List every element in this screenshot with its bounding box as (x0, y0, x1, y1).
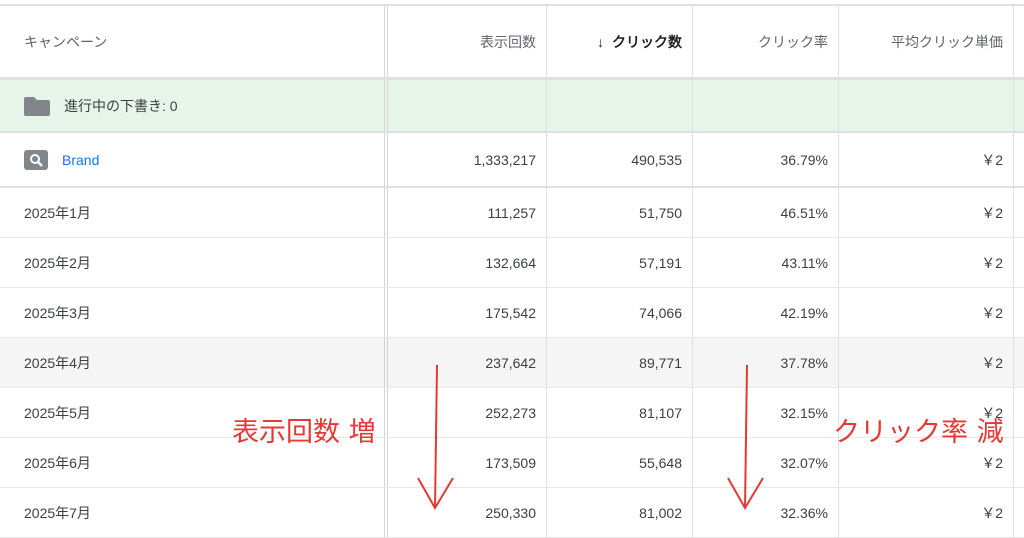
month-row: 2025年4月 237,642 89,771 37.78% ￥2 (0, 338, 1024, 388)
cpc-cell: ￥2 (839, 488, 1014, 537)
month-row: 2025年1月 111,257 51,750 46.51% ￥2 (0, 188, 1024, 238)
drafts-label: 進行中の下書き: 0 (64, 97, 178, 114)
search-icon (24, 149, 48, 170)
month-label: 2025年7月 (0, 488, 388, 537)
month-label: 2025年1月 (0, 188, 388, 237)
clicks-cell: 55,648 (547, 438, 693, 487)
month-label: 2025年4月 (0, 338, 388, 387)
brand-cpc: ￥2 (839, 133, 1014, 186)
cpc-cell: ￥2 (839, 388, 1014, 437)
impressions-cell: 237,642 (388, 338, 547, 387)
down-arrow-annotation (727, 364, 764, 510)
month-label: 2025年6月 (0, 438, 388, 487)
impressions-cell: 252,273 (388, 388, 547, 437)
drafts-row[interactable]: 進行中の下書き: 0 (0, 80, 1024, 133)
clicks-cell: 51,750 (547, 188, 693, 237)
down-arrow-annotation (417, 364, 454, 510)
brand-campaign-row: Brand 1,333,217 490,535 36.79% ￥2 (0, 133, 1024, 188)
header-ctr[interactable]: クリック率 (693, 6, 839, 77)
brand-campaign-link[interactable]: Brand (62, 151, 100, 168)
campaign-table: キャンペーン 表示回数 ↓ クリック数 クリック率 平均クリック単価 進行中の下書… (0, 4, 1024, 538)
clicks-cell: 89,771 (547, 338, 693, 387)
header-clicks-label: クリック数 (612, 33, 682, 50)
month-label: 2025年5月 (0, 388, 388, 437)
folder-icon (24, 96, 50, 116)
month-row: 2025年2月 132,664 57,191 43.11% ￥2 (0, 238, 1024, 288)
header-clicks[interactable]: ↓ クリック数 (547, 6, 693, 77)
ctr-cell: 37.78% (693, 338, 839, 387)
cpc-cell: ￥2 (839, 238, 1014, 287)
ctr-cell: 32.15% (693, 388, 839, 437)
impressions-cell: 132,664 (388, 238, 547, 287)
brand-clicks: 490,535 (547, 133, 693, 186)
ctr-cell: 42.19% (693, 288, 839, 337)
month-row: 2025年6月 173,509 55,648 32.07% ￥2 (0, 438, 1024, 488)
ctr-cell: 46.51% (693, 188, 839, 237)
ctr-cell: 32.36% (693, 488, 839, 537)
impressions-cell: 250,330 (388, 488, 547, 537)
month-row: 2025年7月 250,330 81,002 32.36% ￥2 (0, 488, 1024, 538)
clicks-cell: 81,002 (547, 488, 693, 537)
impressions-increase-note: 表示回数 増 (232, 417, 376, 448)
impressions-cell: 173,509 (388, 438, 547, 487)
header-campaign[interactable]: キャンペーン (0, 6, 388, 77)
clicks-cell: 74,066 (547, 288, 693, 337)
clicks-cell: 57,191 (547, 238, 693, 287)
cpc-cell: ￥2 (839, 438, 1014, 487)
sort-down-icon: ↓ (597, 33, 604, 50)
cpc-cell: ￥2 (839, 188, 1014, 237)
ctr-cell: 43.11% (693, 238, 839, 287)
month-label: 2025年3月 (0, 288, 388, 337)
header-impressions[interactable]: 表示回数 (388, 6, 547, 77)
table-header: キャンペーン 表示回数 ↓ クリック数 クリック率 平均クリック単価 (0, 6, 1024, 80)
brand-ctr: 36.79% (693, 133, 839, 186)
impressions-cell: 111,257 (388, 188, 547, 237)
brand-impressions: 1,333,217 (388, 133, 547, 186)
impressions-cell: 175,542 (388, 288, 547, 337)
ctr-decrease-note: クリック率 減 (833, 417, 1004, 448)
header-extra (1014, 6, 1024, 77)
header-cpc[interactable]: 平均クリック単価 (839, 6, 1014, 77)
month-label: 2025年2月 (0, 238, 388, 287)
clicks-cell: 81,107 (547, 388, 693, 437)
month-row: 2025年3月 175,542 74,066 42.19% ￥2 (0, 288, 1024, 338)
month-row: 2025年5月 252,273 81,107 32.15% ￥2 (0, 388, 1024, 438)
cpc-cell: ￥2 (839, 288, 1014, 337)
cpc-cell: ￥2 (839, 338, 1014, 387)
ctr-cell: 32.07% (693, 438, 839, 487)
